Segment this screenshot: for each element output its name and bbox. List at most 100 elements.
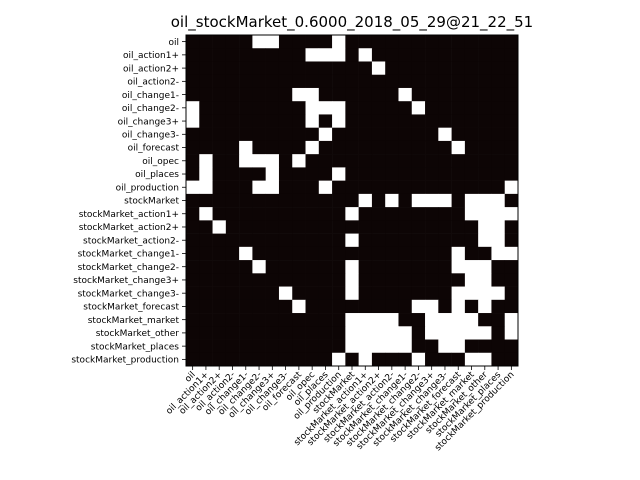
heatmap-cell [265, 260, 280, 274]
heatmap-cells [186, 35, 519, 367]
heatmap-cell [239, 273, 253, 287]
heatmap-cell [491, 260, 506, 274]
heatmap-cell [504, 87, 519, 102]
heatmap-cell [398, 180, 413, 195]
heatmap-cell [199, 246, 213, 261]
heatmap-cell [332, 220, 346, 234]
heatmap-cell [451, 61, 466, 76]
heatmap-cell [398, 35, 413, 49]
heatmap-cell [265, 233, 280, 248]
heatmap-cell [478, 299, 492, 314]
heatmap-cell [239, 74, 253, 89]
heatmap-cell [425, 127, 439, 142]
heatmap-cell [371, 339, 386, 354]
heatmap-cell [371, 87, 386, 102]
heatmap-cell [186, 299, 200, 314]
heatmap-cell [478, 114, 492, 128]
y-tick-label: stockMarket_change1- [78, 250, 179, 260]
heatmap-cell [385, 180, 399, 195]
heatmap-cell [199, 352, 213, 367]
heatmap-cell [345, 193, 359, 208]
heatmap-cell [438, 207, 452, 221]
heatmap-cell [438, 74, 452, 89]
heatmap-cell [464, 326, 479, 340]
heatmap-cell [332, 154, 346, 168]
heatmap-cell [292, 167, 306, 181]
heatmap-cell [212, 127, 227, 142]
heatmap-cell [371, 220, 386, 234]
heatmap-cell [398, 140, 413, 155]
heatmap-cell [199, 127, 213, 142]
heatmap-cell [411, 246, 426, 261]
heatmap-cell [199, 48, 213, 62]
heatmap-cell [358, 299, 373, 314]
heatmap-cell [478, 352, 492, 367]
heatmap-cell [491, 180, 506, 195]
heatmap-cell [451, 339, 466, 354]
heatmap-cell [292, 61, 306, 76]
heatmap-cell [225, 87, 240, 102]
y-tick-label: oil_action2+ [123, 64, 179, 74]
heatmap-cell [278, 87, 293, 102]
heatmap-cell [358, 246, 373, 261]
heatmap-cell [438, 61, 452, 76]
heatmap-cell [186, 101, 200, 115]
heatmap-cell [239, 246, 253, 261]
heatmap-cell [199, 35, 213, 49]
heatmap-cell [464, 246, 479, 261]
heatmap-cell [278, 286, 293, 301]
heatmap-cell [438, 326, 452, 340]
heatmap-cell [398, 260, 413, 274]
heatmap-cell [425, 140, 439, 155]
heatmap-cell [425, 193, 439, 208]
heatmap-cell [199, 207, 213, 221]
heatmap-cell [318, 87, 333, 102]
heatmap-cell [504, 193, 519, 208]
heatmap-cell [332, 339, 346, 354]
heatmap-cell [371, 48, 386, 62]
heatmap-cell [332, 61, 346, 76]
heatmap-cell [239, 61, 253, 76]
heatmap-cell [332, 87, 346, 102]
heatmap-cell [318, 326, 333, 340]
heatmap-cell [305, 61, 320, 76]
heatmap-cell [199, 61, 213, 76]
heatmap-cell [504, 339, 519, 354]
heatmap-cell [358, 207, 373, 221]
heatmap-cell [504, 260, 519, 274]
heatmap-cell [199, 74, 213, 89]
heatmap-cell [212, 167, 227, 181]
heatmap-cell [398, 127, 413, 142]
heatmap-cell [491, 114, 506, 128]
heatmap-cell [411, 48, 426, 62]
heatmap-cell [305, 101, 320, 115]
heatmap-cell [265, 299, 280, 314]
heatmap-cell [199, 180, 213, 195]
heatmap-cell [491, 352, 506, 367]
heatmap-cell [425, 352, 439, 367]
heatmap-cell [464, 114, 479, 128]
heatmap-cell [305, 233, 320, 248]
heatmap-cell [398, 74, 413, 89]
heatmap-cell [265, 339, 280, 354]
heatmap-cell [478, 74, 492, 89]
heatmap-cell [186, 35, 200, 49]
heatmap-cell [438, 87, 452, 102]
heatmap-cell [225, 180, 240, 195]
heatmap-cell [411, 167, 426, 181]
heatmap-cell [345, 220, 359, 234]
heatmap-cell [199, 339, 213, 354]
heatmap-cell [478, 193, 492, 208]
heatmap-cell [239, 154, 253, 168]
heatmap-cell [385, 207, 399, 221]
heatmap-cell [345, 140, 359, 155]
heatmap-cell [332, 352, 346, 367]
heatmap-cell [332, 246, 346, 261]
heatmap-cell [504, 154, 519, 168]
heatmap-cell [239, 127, 253, 142]
heatmap-cell [491, 48, 506, 62]
heatmap-cell [358, 352, 373, 367]
y-tick-label: oil_places [135, 170, 179, 180]
heatmap-cell [305, 273, 320, 287]
heatmap-cell [451, 207, 466, 221]
